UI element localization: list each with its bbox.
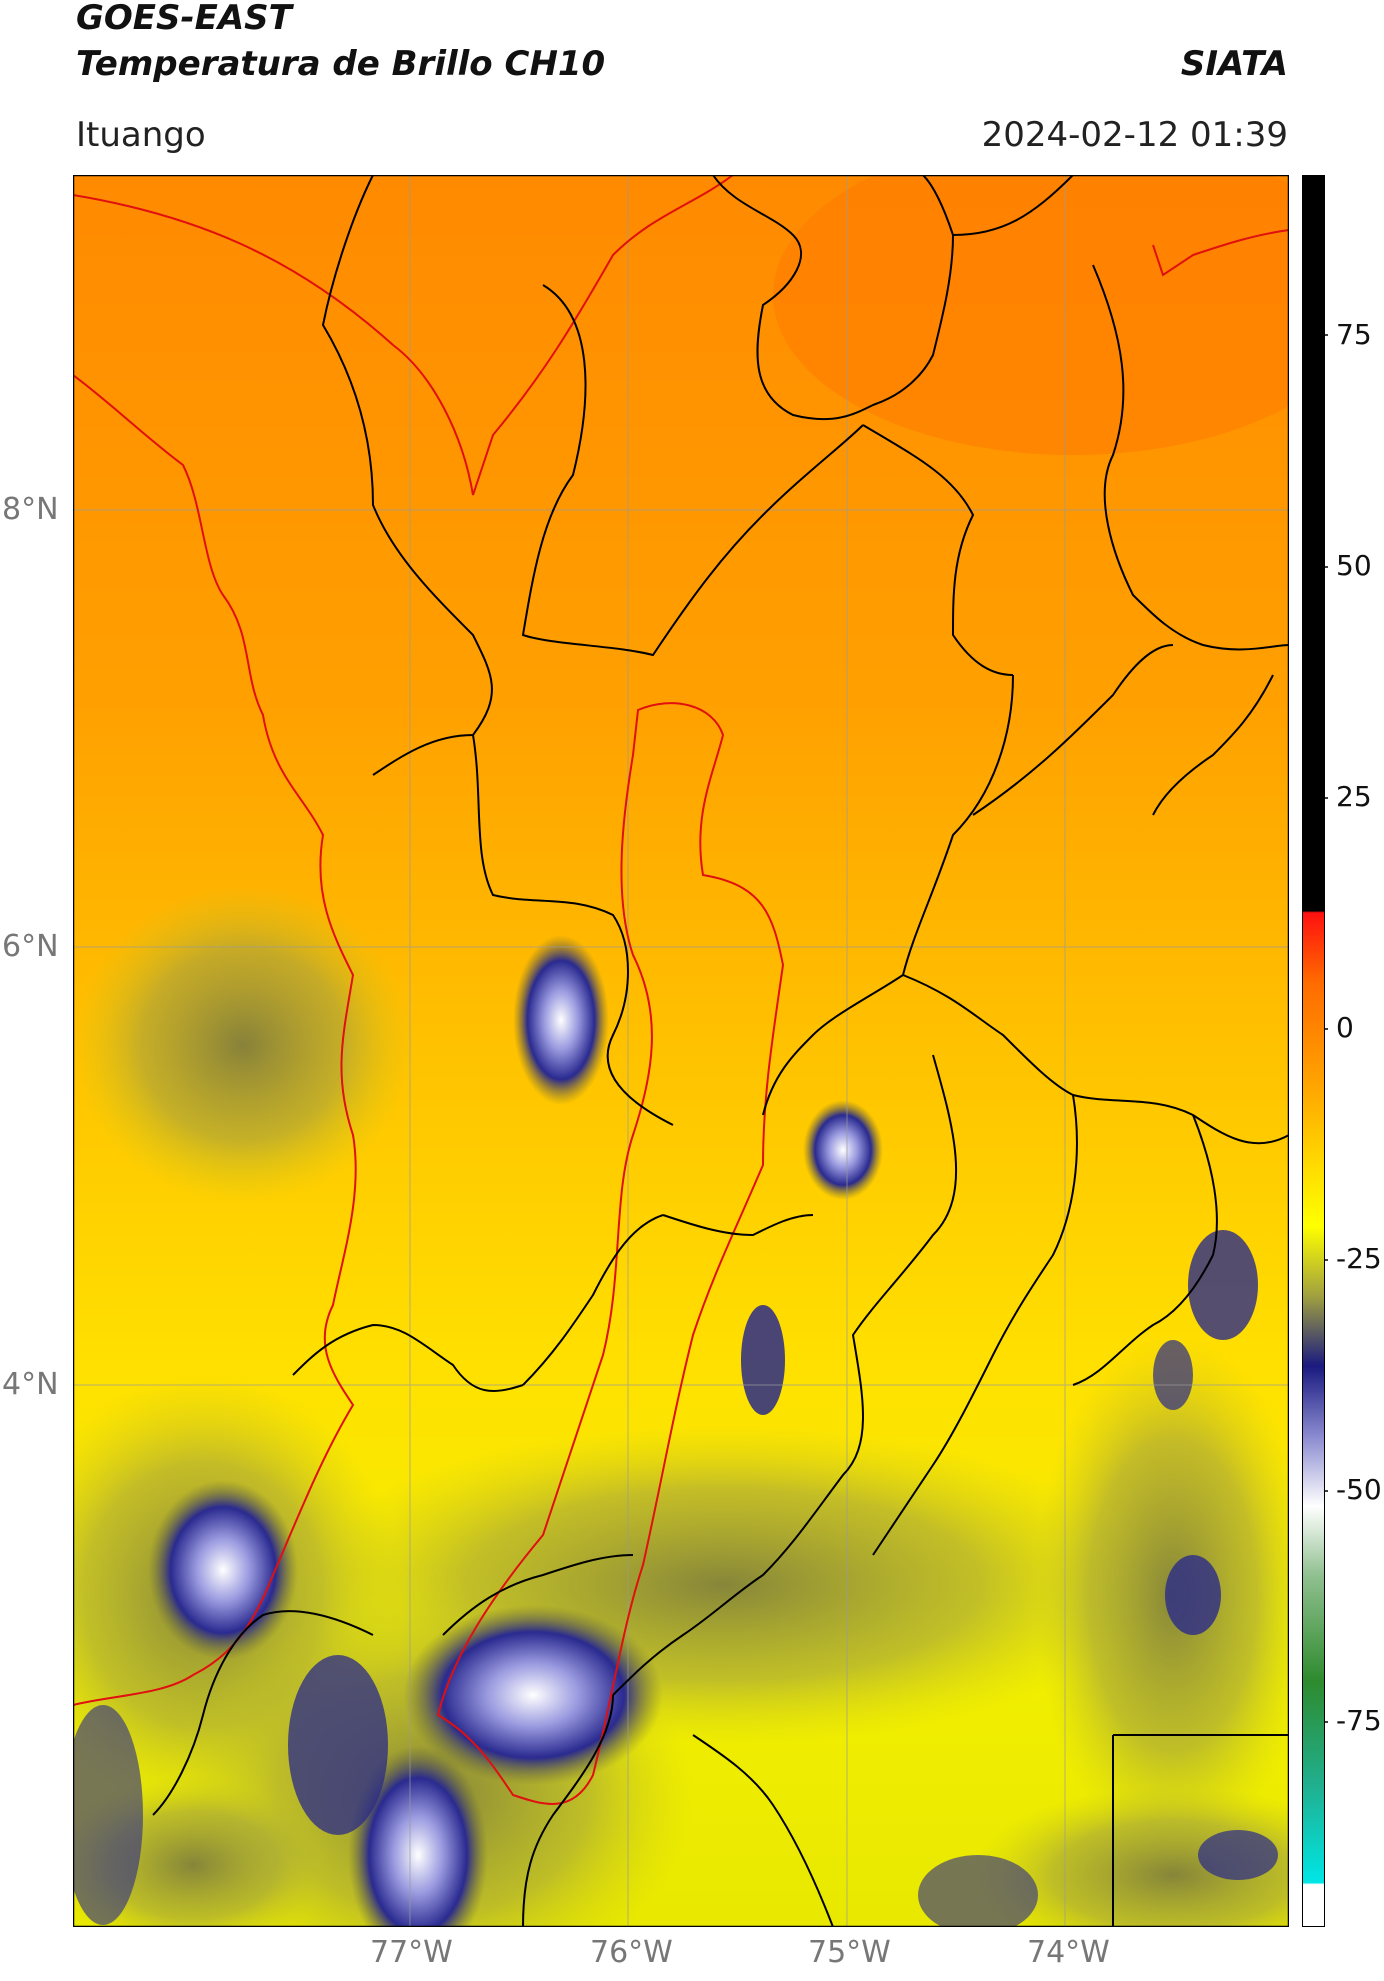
colorbar-tick-25: 25 xyxy=(1336,780,1372,813)
colorbar xyxy=(1302,175,1328,1927)
title-line2: Temperatura de Brillo CH10 xyxy=(76,44,606,84)
lat-label-8n: 8°N xyxy=(2,492,59,527)
lon-label-74w: 74°W xyxy=(1027,1935,1110,1970)
lon-label-77w: 77°W xyxy=(370,1935,453,1970)
lat-label-6n: 6°N xyxy=(2,929,59,964)
colorbar-tick-0: 0 xyxy=(1336,1011,1354,1044)
lon-label-75w: 75°W xyxy=(808,1935,891,1970)
colorbar-tick-50: 50 xyxy=(1336,549,1372,582)
lon-label-76w: 76°W xyxy=(590,1935,673,1970)
datetime-label: 2024-02-12 01:39 xyxy=(981,115,1288,155)
colorbar-tick-minus50: -50 xyxy=(1336,1473,1382,1506)
colorbar-tick-minus25: -25 xyxy=(1336,1242,1382,1275)
location-label: Ituango xyxy=(76,115,206,155)
source-label: SIATA xyxy=(1180,44,1288,84)
title-line1: GOES-EAST xyxy=(76,0,292,38)
satellite-map xyxy=(73,175,1289,1927)
lat-label-4n: 4°N xyxy=(2,1367,59,1402)
colorbar-tick-75: 75 xyxy=(1336,318,1372,351)
colorbar-tick-minus75: -75 xyxy=(1336,1704,1382,1737)
